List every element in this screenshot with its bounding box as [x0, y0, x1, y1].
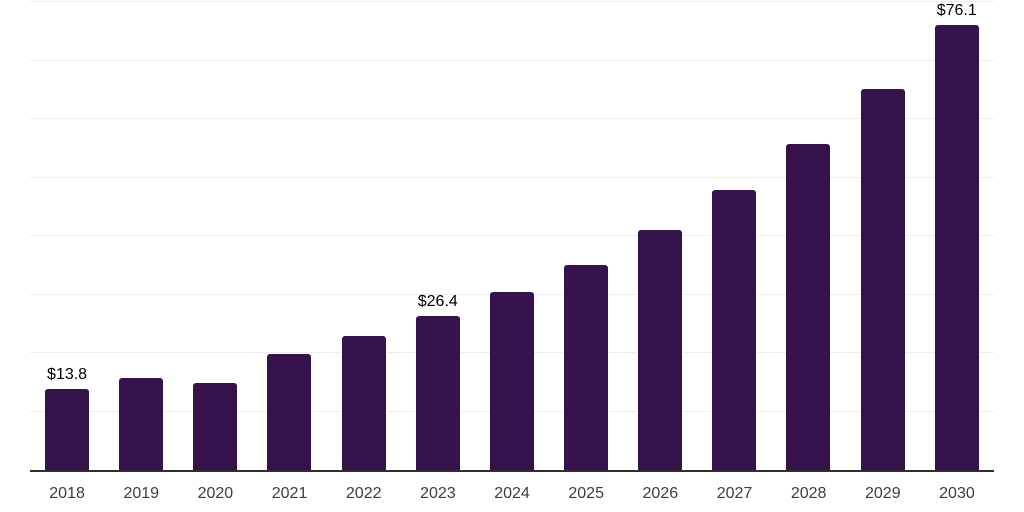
x-tick-label-2026: 2026 — [642, 485, 679, 502]
bar-2029 — [860, 89, 905, 470]
x-tick-label-2018: 2018 — [49, 485, 85, 502]
gridline — [30, 118, 994, 119]
x-tick-label-2023: 2023 — [420, 485, 456, 502]
bar-2019 — [119, 377, 164, 470]
bar-2025 — [564, 264, 609, 470]
x-tick-label-2021: 2021 — [271, 485, 308, 502]
x-tick-label-2019: 2019 — [123, 485, 160, 502]
bar-series: $13.8 $26.4 $76.1 — [30, 2, 994, 470]
x-tick-label-2029: 2029 — [865, 485, 901, 502]
bar-2024 — [489, 292, 534, 470]
gridline — [30, 235, 994, 236]
bar-value-label-2023: $26.4 — [417, 292, 458, 310]
gridline — [30, 176, 994, 178]
bar-2030: $76.1 — [934, 2, 979, 470]
bar-2018: $13.8 — [45, 366, 90, 470]
bar-2020 — [193, 383, 238, 470]
bar-2026 — [638, 230, 683, 470]
bar-2022 — [341, 336, 386, 470]
gridline — [30, 59, 994, 61]
bar-value-label-2018: $13.8 — [47, 366, 88, 384]
bar-2021 — [267, 354, 312, 470]
x-tick-label-2028: 2028 — [790, 485, 827, 502]
bar-2028 — [786, 143, 831, 470]
x-tick-label-2025: 2025 — [568, 485, 604, 502]
plot-area: $13.8 $26.4 $76.1 — [30, 1, 994, 472]
x-tick-label-2022: 2022 — [345, 485, 382, 502]
x-tick-label-2027: 2027 — [716, 485, 753, 502]
x-tick-label-2024: 2024 — [494, 485, 530, 502]
bar-value-label-2030: $76.1 — [936, 1, 977, 19]
gridline — [30, 1, 994, 2]
x-tick-label-2020: 2020 — [197, 485, 234, 502]
bar-2023: $26.4 — [415, 293, 460, 470]
bar-2027 — [712, 190, 757, 470]
x-axis: 2018 2019 2020 2021 2022 2023 2024 2025 2026 2027… — [30, 474, 994, 503]
x-tick-label-2030: 2030 — [939, 485, 975, 502]
